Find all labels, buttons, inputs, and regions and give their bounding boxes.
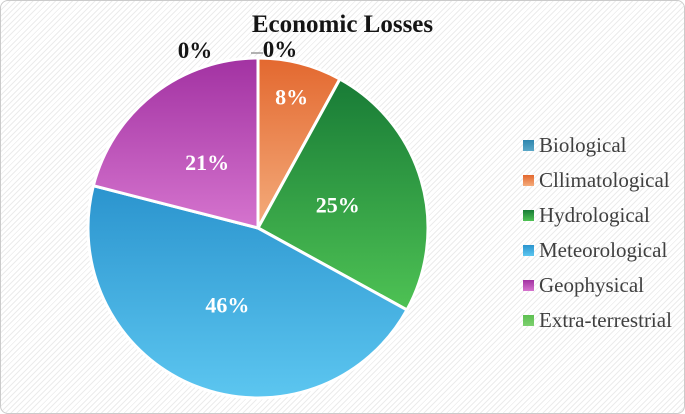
legend-item-label: Extra-terrestrial	[539, 308, 672, 332]
pie-slice-label: 46%	[205, 293, 249, 318]
legend-swatch-icon	[523, 245, 534, 256]
pie-slice-meteorological[interactable]	[86, 184, 409, 400]
legend-item-geophysical[interactable]: Geophysical	[523, 274, 672, 297]
pie-outside-label-extra-terrestrial: 0%	[178, 38, 213, 63]
pie-slice-label: 8%	[275, 85, 308, 110]
legend-item-label: Biological	[539, 133, 627, 157]
pie-slice-geophysical[interactable]	[91, 56, 260, 230]
legend-item-meteorological[interactable]: Meteorological	[523, 239, 672, 262]
legend-swatch-icon	[523, 210, 534, 221]
legend-swatch-icon	[523, 175, 534, 186]
legend-item-label: Hydrological	[539, 203, 650, 227]
legend-swatch-icon	[523, 140, 534, 151]
legend-item-cllimatological[interactable]: Cllimatological	[523, 169, 672, 192]
legend-item-biological[interactable]: Biological	[523, 134, 672, 157]
legend-item-hydrological[interactable]: Hydrological	[523, 204, 672, 227]
legend-swatch-icon	[523, 280, 534, 291]
legend-item-label: Geophysical	[539, 273, 644, 297]
legend-item-label: Meteorological	[539, 238, 668, 262]
pie-slice-label: 25%	[316, 192, 360, 217]
legend-item-extra-terrestrial[interactable]: Extra-terrestrial	[523, 309, 672, 332]
pie-slice-label: 21%	[185, 150, 229, 175]
pie-slice-hydrological[interactable]	[256, 77, 430, 312]
pie-outside-label-biological: 0%	[263, 37, 298, 62]
legend-swatch-icon	[523, 315, 534, 326]
legend: Biological Cllimatological Hydrological Met…	[523, 134, 672, 332]
legend-item-label: Cllimatological	[539, 168, 670, 192]
chart-title: Economic Losses	[251, 11, 434, 38]
